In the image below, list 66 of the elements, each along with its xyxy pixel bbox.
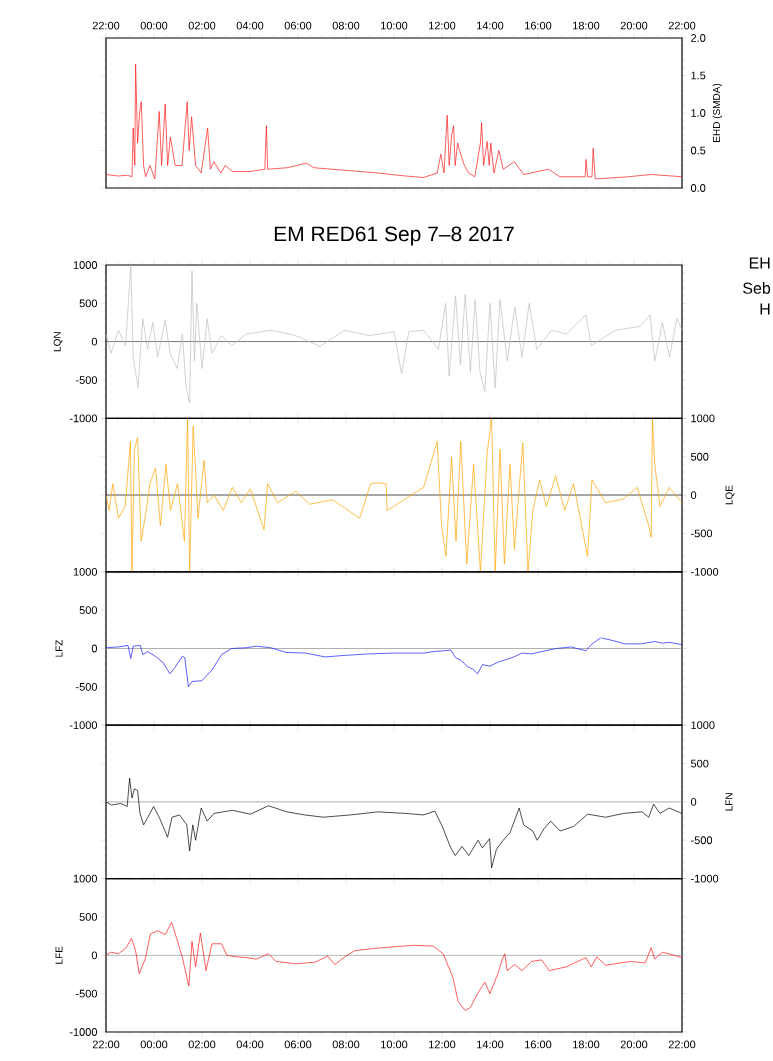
y-tick-label: -1000 <box>69 414 98 423</box>
x-tick-label: 12:00 <box>429 1040 456 1049</box>
x-tick-label: 14:00 <box>477 1040 504 1049</box>
x-tick-label: 00:00 <box>140 21 168 30</box>
y-axis-title: LFZ <box>55 639 63 657</box>
text: EH <box>749 257 770 269</box>
y-tick-label: -1000 <box>69 1028 98 1036</box>
y-tick-label: 0 <box>91 644 98 653</box>
x-tick-label: 22:00 <box>668 21 696 30</box>
text: H <box>760 303 770 315</box>
x-tick-label: 20:00 <box>620 1040 648 1049</box>
y-axis-title: LQE <box>725 485 735 505</box>
x-tick-label: 00:00 <box>140 1040 168 1049</box>
y-tick-label: 500 <box>79 913 98 921</box>
x-tick-label: 12:00 <box>429 21 456 30</box>
y-tick-label: 500 <box>79 606 98 615</box>
x-tick-label: 20:00 <box>620 21 648 30</box>
y-axis-title: LFN <box>725 793 733 811</box>
x-tick-label: 16:00 <box>525 21 552 30</box>
x-tick-label: 22:00 <box>92 1040 120 1049</box>
x-tick-label: 08:00 <box>332 1040 360 1049</box>
x-tick-label: 02:00 <box>188 21 216 30</box>
y-tick-label: 0 <box>91 951 98 960</box>
x-tick-label: 18:00 <box>573 1040 600 1049</box>
y-tick-label: -500 <box>691 836 713 845</box>
x-tick-label: 02:00 <box>188 1040 216 1049</box>
chart-title: EM RED61 Sep 7–8 2017 <box>274 226 514 246</box>
y-tick-label: 0 <box>690 798 697 806</box>
y-tick-label: 1.0 <box>691 109 706 117</box>
y-tick-label: -1000 <box>691 874 719 883</box>
y-tick-label: 1000 <box>73 567 98 576</box>
x-tick-label: 04:00 <box>236 1040 264 1049</box>
y-tick-label: 0.0 <box>690 184 706 192</box>
y-tick-label: 1.5 <box>691 71 706 80</box>
y-axis-title: LFE <box>55 946 63 964</box>
y-tick-label: -1000 <box>691 567 719 576</box>
y-tick-label: 500 <box>79 299 98 308</box>
y-tick-label: 0 <box>91 337 98 346</box>
y-tick-label: -500 <box>691 529 713 538</box>
y-tick-label: -500 <box>75 989 98 998</box>
x-tick-label: 08:00 <box>332 21 360 30</box>
x-tick-label: 10:00 <box>381 1040 408 1049</box>
y-tick-label: 1000 <box>691 721 715 730</box>
x-tick-label: 14:00 <box>477 21 504 30</box>
y-tick-label: 1000 <box>73 261 98 269</box>
x-tick-label: 10:00 <box>381 21 408 30</box>
y-tick-label: 2.0 <box>691 34 706 42</box>
x-tick-label: 04:00 <box>236 21 264 30</box>
x-tick-label: 06:00 <box>284 21 312 30</box>
x-tick-label: 18:00 <box>573 21 600 30</box>
x-tick-label: 16:00 <box>525 1040 552 1049</box>
y-axis-title: LQN <box>53 332 63 352</box>
y-tick-label: -1000 <box>69 721 98 730</box>
y-tick-label: 500 <box>690 452 709 461</box>
x-tick-label: 22:00 <box>92 21 120 30</box>
y-tick-label: 1000 <box>691 414 715 423</box>
y-axis-title: EHD (SMDA) <box>712 83 722 142</box>
x-tick-label: 22:00 <box>668 1040 696 1049</box>
y-tick-label: 0 <box>690 491 697 499</box>
text: Seb <box>743 282 771 294</box>
y-tick-label: 0.5 <box>690 146 706 155</box>
y-tick-label: -500 <box>75 682 98 691</box>
y-tick-label: 1000 <box>73 874 98 883</box>
x-tick-label: 06:00 <box>284 1040 312 1049</box>
y-tick-label: -500 <box>75 376 98 384</box>
y-tick-label: 500 <box>690 759 709 768</box>
